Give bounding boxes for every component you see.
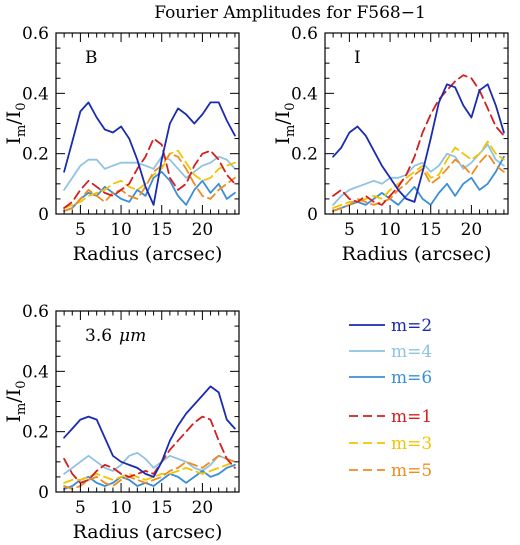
y-tick-label: 0.6 [22,302,49,322]
y-tick-label: 0.2 [22,423,49,443]
series-line-m4 [63,451,236,475]
legend-label: m=4 [391,342,432,362]
y-axis-title-sub2: 0 [14,102,29,110]
series-line-m3 [332,140,505,209]
y-tick-label: 0.4 [291,84,318,104]
y-axis-title: Im/I0 [272,102,298,144]
x-tick-label: 15 [420,220,442,240]
x-tick-label: 15 [151,498,173,518]
y-axis-title-main: I [3,415,25,423]
y-axis-title-sub2: 0 [283,102,298,110]
legend-label: m=5 [391,461,432,481]
legend-label: m=2 [391,316,432,336]
legend-label: m=1 [391,407,432,427]
series-line-m4 [63,155,236,191]
legend-item-m3: m=3 [349,434,432,454]
x-tick-label: 20 [461,220,483,240]
x-tick-label: 20 [192,498,214,518]
y-axis-title-sub1: m [14,403,29,415]
y-axis-title-main: I [3,137,25,145]
y-axis-title: Im/I0 [3,102,29,144]
series-line-m1 [332,74,505,206]
legend-item-m2: m=2 [349,316,432,336]
y-tick-label: 0.6 [22,24,49,44]
legend: m=2 m=4 m=6 m=1 m=3 m=5 [349,316,432,481]
x-tick-label: 10 [110,498,132,518]
y-tick-label: 0.2 [22,145,49,165]
series-line-m2 [63,101,236,206]
y-tick-label: 0.6 [291,24,318,44]
x-tick-label: 10 [379,220,401,240]
figure-title: Fourier Amplitudes for F568−1 [154,3,426,23]
series-line-m5 [332,152,505,212]
panel-label: B [85,48,98,68]
series-line-m5 [63,454,236,490]
series-group [63,101,236,212]
legend-item-m4: m=4 [349,342,432,362]
series-line-m1 [63,137,236,209]
y-axis-title-slash: /I [3,111,25,125]
x-axis-title: Radius (arcsec) [342,243,492,265]
y-axis-title-slash: /I [272,111,294,125]
y-axis-title-sub2: 0 [14,380,29,388]
x-tick-label: 5 [344,220,355,240]
series-line-m2 [332,83,505,203]
panel-label-value: B [85,48,98,68]
series-line-m5 [63,152,236,212]
y-tick-label: 0.4 [22,84,49,104]
x-tick-label: 20 [192,220,214,240]
x-tick-label: 5 [75,498,86,518]
series-line-m6 [332,155,505,212]
y-tick-label: 0 [38,205,49,225]
y-tick-label: 0 [307,205,318,225]
series-line-m6 [63,463,236,490]
panel-label-unit: μm [119,326,146,346]
y-axis-title: Im/I0 [3,380,29,422]
x-tick-label: 15 [151,220,173,240]
series-line-m4 [332,143,505,206]
legend-label: m=3 [391,434,432,454]
legend-label: m=6 [391,368,432,388]
plot-frame [324,32,509,215]
y-tick-label: 0 [38,483,49,503]
y-tick-label: 0.2 [291,145,318,165]
y-axis-title-sub1: m [14,125,29,137]
y-axis-title-slash: /I [3,389,25,403]
legend-item-m6: m=6 [349,368,432,388]
x-tick-label: 10 [110,220,132,240]
series-line-m2 [63,385,236,478]
panel-label-value: 3.6 [85,326,112,346]
panel-label: 3.6 μm [85,326,146,346]
y-axis-title-main: I [272,137,294,145]
y-tick-label: 0.4 [22,362,49,382]
series-group [63,385,236,490]
panel-label-value: I [354,48,361,68]
x-axis-title: Radius (arcsec) [73,243,223,265]
series-group [332,74,505,212]
x-tick-label: 5 [75,220,86,240]
legend-item-m5: m=5 [349,461,432,481]
series-line-m1 [63,415,236,484]
panel-label: I [354,48,361,68]
y-axis-title-sub1: m [283,125,298,137]
legend-item-m1: m=1 [349,407,432,427]
x-axis-title: Radius (arcsec) [73,521,223,543]
